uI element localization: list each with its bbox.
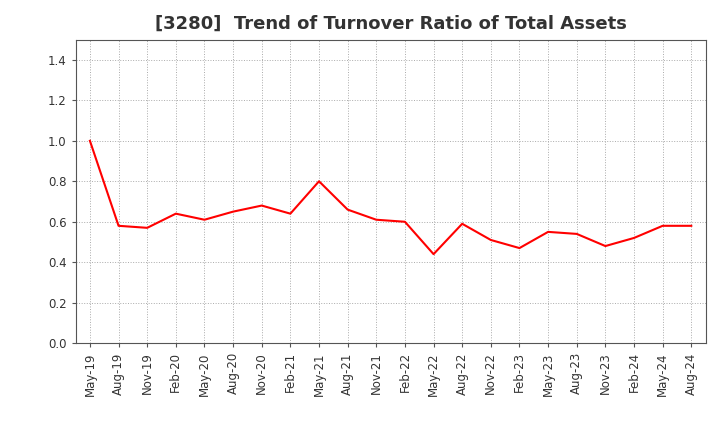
Title: [3280]  Trend of Turnover Ratio of Total Assets: [3280] Trend of Turnover Ratio of Total … (155, 15, 626, 33)
